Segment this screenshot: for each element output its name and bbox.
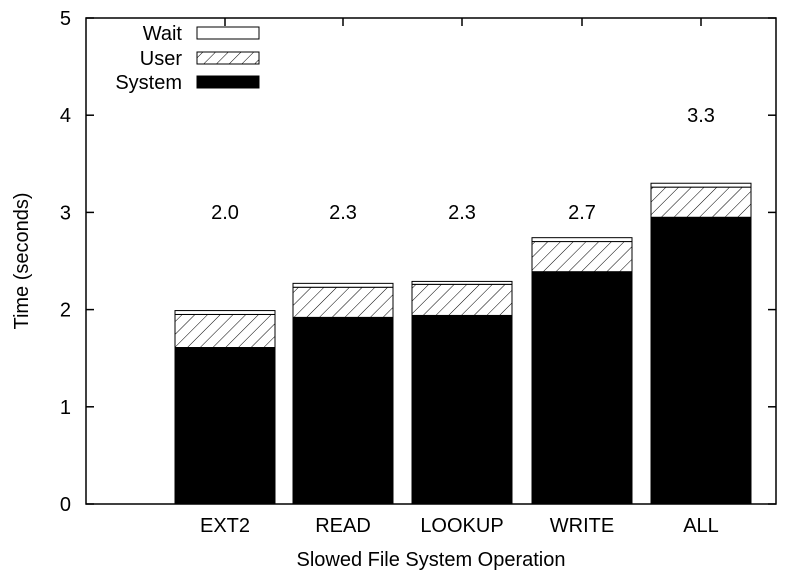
- y-tick-label: 4: [60, 105, 71, 127]
- legend-swatch-user: [196, 51, 260, 65]
- bar-ext2-system: [174, 347, 276, 505]
- bars-group: [174, 182, 752, 505]
- y-tick-label: 2: [60, 300, 71, 322]
- x-tick-label: LOOKUP: [420, 515, 503, 537]
- plot-frame: [85, 17, 777, 505]
- bar-read-system: [292, 316, 394, 505]
- x-axis-title: Slowed File System Operation: [296, 549, 565, 571]
- y-axis: 0 1 2 3 4 5: [60, 8, 776, 516]
- legend-label-wait: Wait: [143, 23, 183, 45]
- bar-write-system: [531, 271, 633, 505]
- y-axis-title: Time (seconds): [11, 192, 33, 329]
- bar-ext2-user: [174, 313, 276, 349]
- bar-all-user: [650, 186, 752, 218]
- total-label-lookup: 2.3: [448, 202, 476, 224]
- bar-all-wait: [650, 182, 752, 188]
- legend-label-user: User: [140, 48, 183, 70]
- total-label-write: 2.7: [568, 202, 596, 224]
- bar-lookup-wait: [411, 280, 513, 285]
- y-tick-label: 5: [60, 8, 71, 30]
- y-tick-label: 0: [60, 494, 71, 516]
- bar-read-wait: [292, 282, 394, 288]
- bar-ext2-wait: [174, 310, 276, 315]
- bar-lookup-user: [411, 283, 513, 316]
- bar-write-user: [531, 241, 633, 273]
- total-label-ext2: 2.0: [211, 202, 239, 224]
- bar-read-user: [292, 286, 394, 318]
- x-tick-label: EXT2: [200, 515, 250, 537]
- legend-swatch-system: [196, 75, 260, 89]
- total-labels-group: 2.0 2.3 2.3 2.7 3.3: [211, 105, 715, 224]
- y-tick-label: 3: [60, 202, 71, 224]
- bar-lookup-system: [411, 314, 513, 505]
- legend-swatch-wait: [196, 26, 260, 40]
- bar-all-system: [650, 216, 752, 505]
- total-label-read: 2.3: [329, 202, 357, 224]
- y-tick-label: 1: [60, 397, 71, 419]
- x-axis: EXT2 READ LOOKUP WRITE ALL: [200, 18, 719, 537]
- x-tick-label: ALL: [683, 515, 719, 537]
- bar-write-wait: [531, 237, 633, 243]
- x-tick-label: WRITE: [550, 515, 614, 537]
- legend-label-system: System: [115, 72, 182, 94]
- total-label-all: 3.3: [687, 105, 715, 127]
- x-tick-label: READ: [315, 515, 371, 537]
